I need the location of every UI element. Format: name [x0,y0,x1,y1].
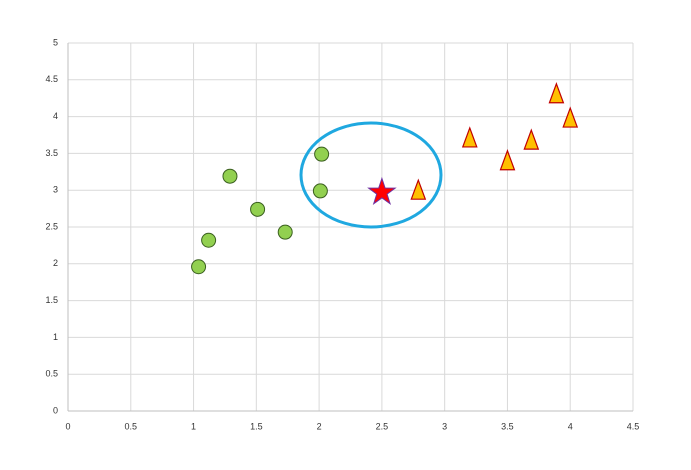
x-tick-label: 0.5 [125,421,138,431]
y-tick-label: 4.5 [45,74,58,84]
point [367,176,397,205]
x-tick-label: 3 [442,421,447,431]
point [410,178,427,200]
y-tick-label: 5 [53,37,58,47]
x-tick-label: 1.5 [250,421,263,431]
neighbor-circle [299,121,443,229]
y-tick-label: 1.5 [45,295,58,305]
point [250,201,266,217]
y-tick-label: 3 [53,185,58,195]
x-tick-label: 4 [568,421,573,431]
point [222,168,238,184]
x-tick-label: 1 [191,421,196,431]
y-tick-label: 0.5 [45,369,58,379]
point [191,259,207,275]
x-tick-label: 3.5 [501,421,514,431]
point [461,126,478,148]
y-tick-label: 0 [53,405,58,415]
point [499,149,516,171]
y-tick-label: 1 [53,332,58,342]
y-tick-label: 3.5 [45,148,58,158]
x-tick-label: 0 [65,421,70,431]
point [277,224,293,240]
point [523,128,540,150]
point [548,82,565,104]
y-tick-label: 2 [53,258,58,268]
point [314,146,330,162]
point [312,183,328,199]
x-tick-label: 2 [317,421,322,431]
point [562,106,579,128]
x-tick-label: 4.5 [627,421,640,431]
x-tick-label: 2.5 [376,421,389,431]
y-tick-label: 2.5 [45,221,58,231]
point [201,232,217,248]
y-tick-label: 4 [53,111,58,121]
